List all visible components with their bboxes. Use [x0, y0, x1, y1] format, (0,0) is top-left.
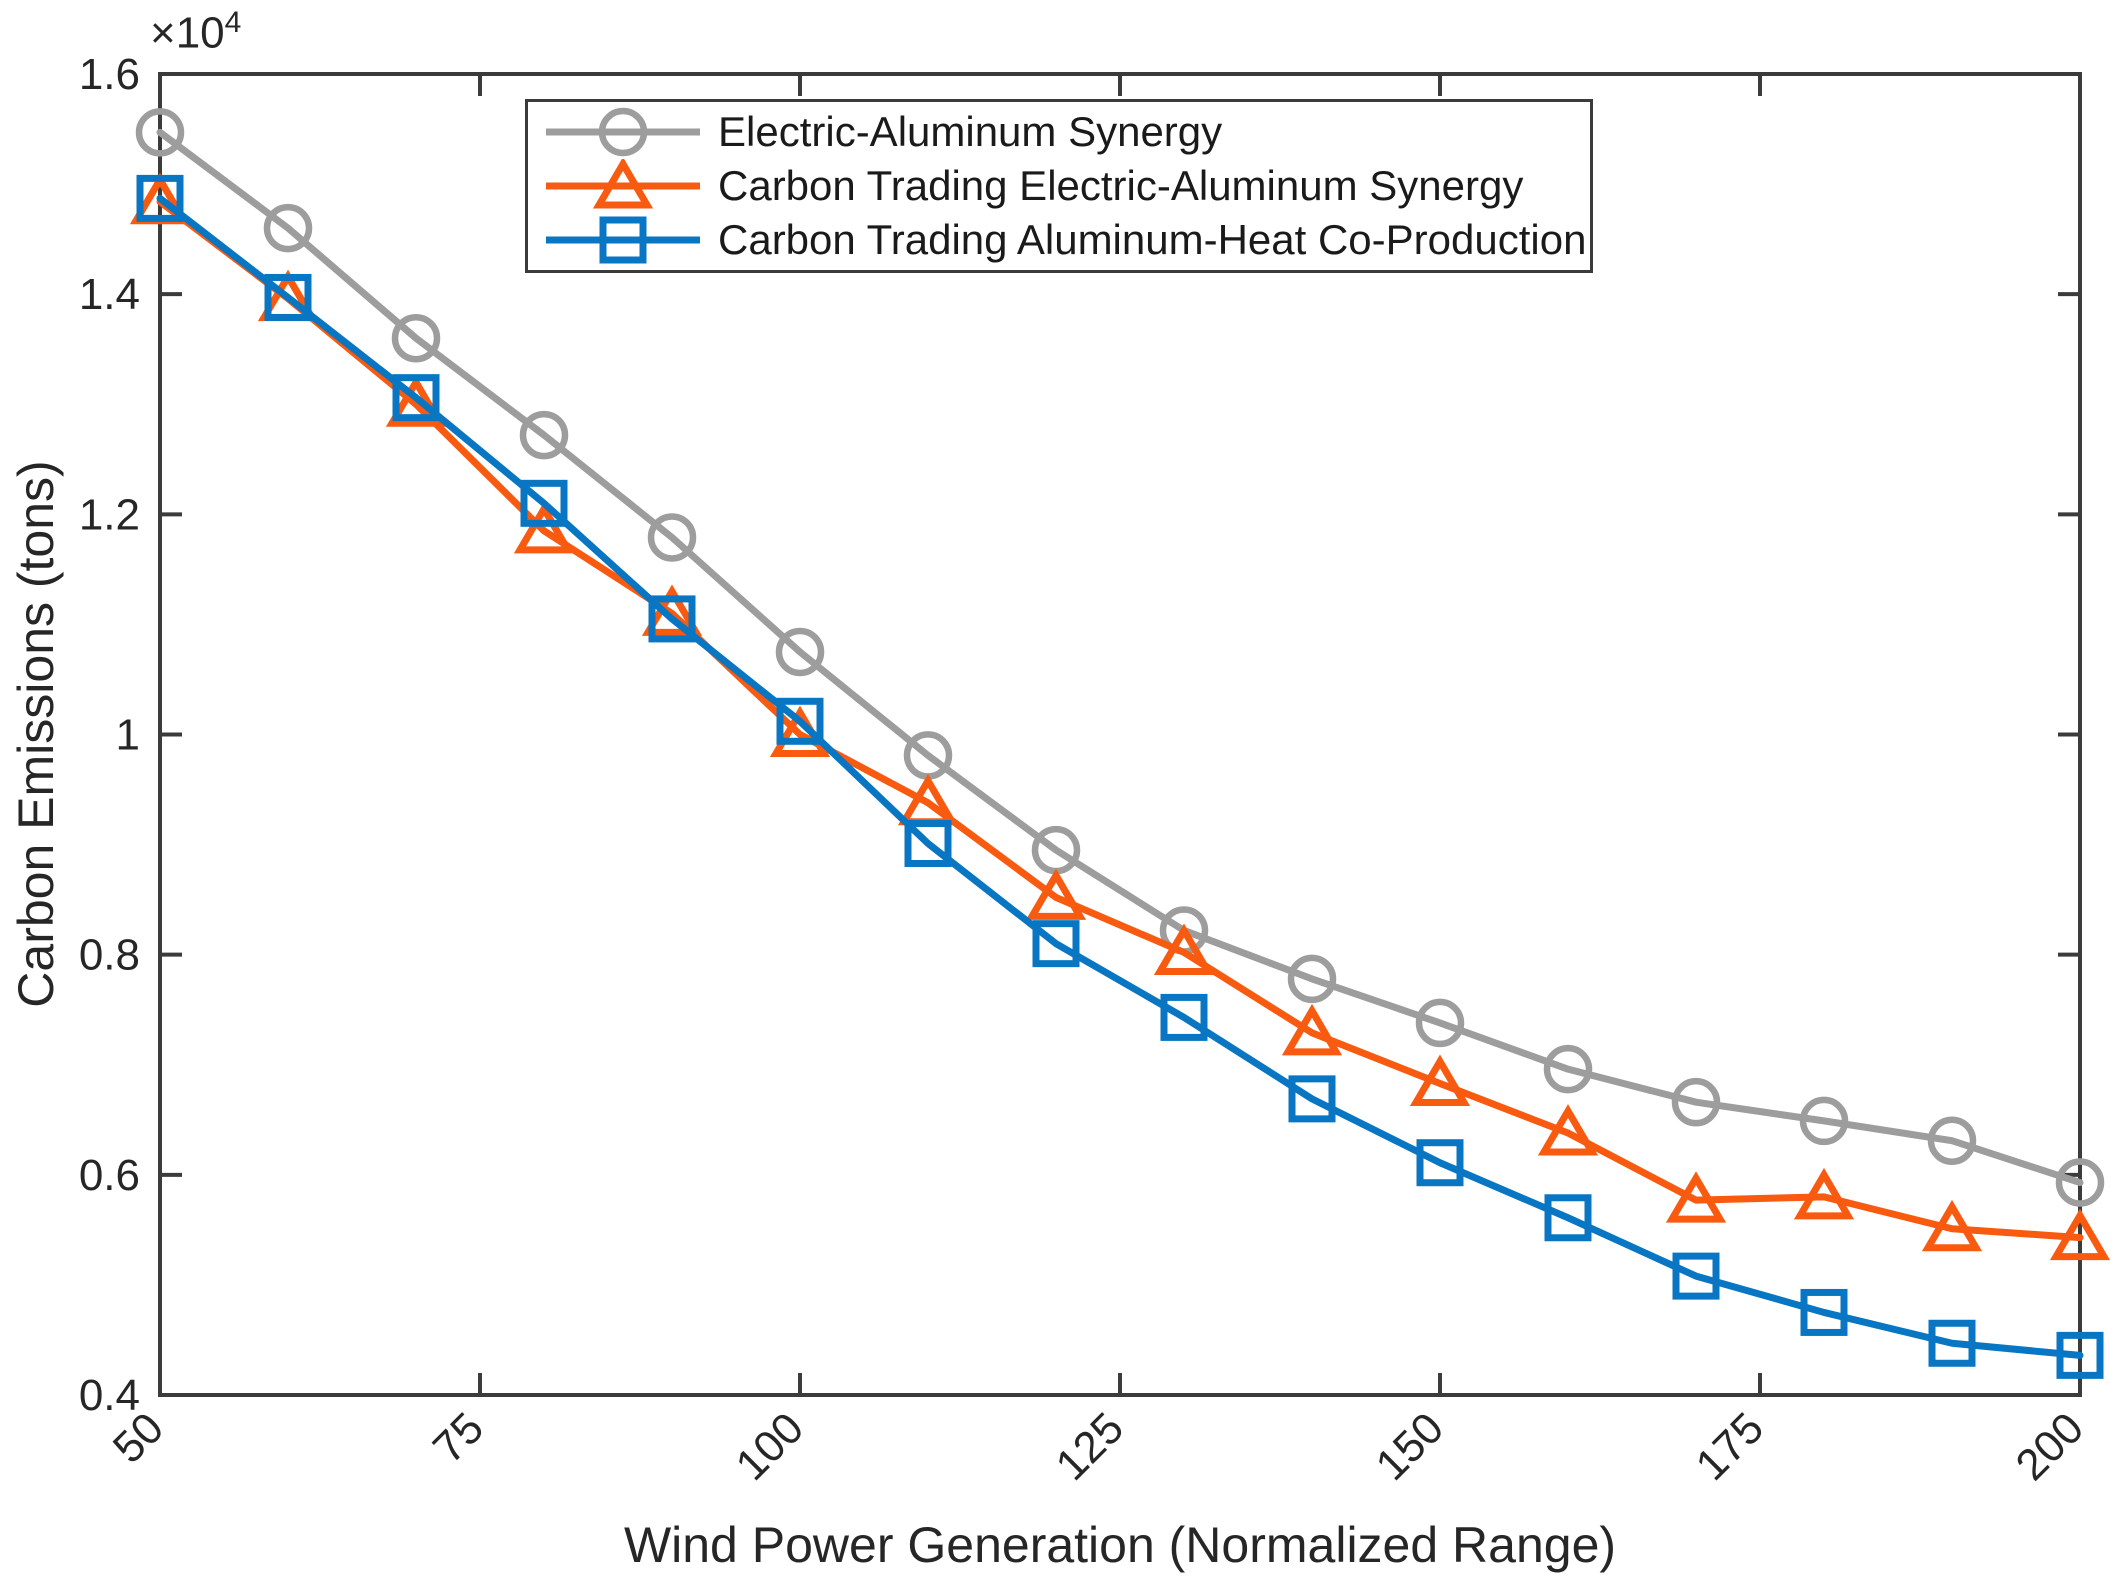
y-axis-exponent: ×104	[150, 6, 241, 59]
x-tick-label: 150	[1367, 1403, 1454, 1490]
series-line	[156, 194, 2084, 1359]
marker-circle	[647, 513, 697, 562]
y-tick-label: 1.4	[79, 270, 140, 319]
marker-triangle	[1409, 1054, 1471, 1106]
marker-square	[1160, 993, 1208, 1041]
marker-circle	[519, 410, 569, 460]
marker-triangle	[1665, 1171, 1727, 1223]
legend-label: Electric-Aluminum Synergy	[718, 108, 1223, 155]
series-circle	[135, 108, 2105, 1207]
marker-circle	[1415, 998, 1465, 1048]
series-line	[156, 128, 2084, 1187]
marker-square	[2056, 1331, 2104, 1379]
marker-circle	[263, 203, 313, 253]
marker-square	[392, 374, 440, 422]
marker-square	[776, 697, 824, 745]
marker-triangle	[1153, 923, 1215, 975]
x-axis-title: Wind Power Generation (Normalized Range)	[623, 1517, 1617, 1573]
marker-square	[1416, 1139, 1464, 1187]
legend: Electric-Aluminum Synergy Carbon Trading …	[525, 99, 1593, 273]
marker-square	[599, 216, 647, 264]
y-tick-label: 1.6	[79, 50, 140, 99]
legend-sample-circle	[546, 107, 700, 157]
marker-circle	[1927, 1116, 1977, 1165]
x-tick-label: 125	[1047, 1403, 1134, 1490]
legend-item: Carbon Trading Electric-Aluminum Synergy	[528, 159, 1590, 213]
marker-square	[648, 595, 696, 643]
x-tick-label: 100	[727, 1403, 814, 1490]
marker-triangle	[1921, 1199, 1983, 1252]
marker-square	[520, 479, 568, 527]
marker-circle	[1799, 1096, 1849, 1146]
y-tick-label: 0.8	[79, 931, 140, 980]
legend-label: Carbon Trading Electric-Aluminum Synergy	[718, 162, 1524, 209]
marker-circle	[1671, 1077, 1721, 1127]
legend-label: Carbon Trading Aluminum-Heat Co-Producti…	[718, 216, 1587, 263]
marker-triangle	[1537, 1104, 1599, 1156]
marker-square	[1032, 920, 1080, 968]
marker-triangle	[2049, 1208, 2111, 1261]
marker-square	[136, 174, 184, 222]
y-tick-label: 0.6	[79, 1151, 140, 1200]
series-square	[136, 174, 2104, 1379]
marker-triangle	[1025, 868, 1087, 920]
y-axis-title: Carbon Emissions (tons)	[8, 460, 64, 1008]
marker-circle	[1543, 1044, 1593, 1094]
y-tick-label: 1	[116, 711, 140, 760]
marker-circle	[1287, 954, 1337, 1004]
marker-circle	[775, 627, 825, 677]
marker-circle	[2055, 1158, 2105, 1207]
x-tick-label: 75	[424, 1403, 493, 1472]
marker-square	[1928, 1319, 1976, 1367]
y-tick-label: 0.4	[79, 1371, 140, 1420]
marker-square	[1672, 1252, 1720, 1300]
legend-item: Electric-Aluminum Synergy	[528, 105, 1590, 159]
y-axis-exponent-power: 4	[224, 6, 242, 39]
marker-triangle	[1793, 1167, 1855, 1220]
series-triangle	[129, 172, 2111, 1261]
x-tick-label: 200	[2007, 1403, 2094, 1490]
y-tick-label: 1.2	[79, 490, 140, 539]
marker-triangle	[1281, 1003, 1343, 1056]
marker-square	[1288, 1075, 1336, 1123]
marker-square	[904, 819, 952, 867]
marker-circle	[135, 108, 185, 157]
marker-triangle	[385, 375, 447, 427]
marker-triangle	[513, 501, 575, 554]
marker-square	[1800, 1288, 1848, 1336]
marker-circle	[598, 107, 648, 157]
marker-square	[264, 273, 312, 321]
y-axis-exponent-base: ×10	[150, 8, 225, 58]
x-tick-label: 175	[1687, 1403, 1774, 1490]
legend-sample-triangle	[546, 159, 700, 209]
marker-triangle	[592, 159, 654, 209]
marker-circle	[391, 313, 441, 363]
marker-square	[1544, 1194, 1592, 1242]
series-line	[156, 198, 2084, 1242]
legend-sample-square	[546, 216, 700, 264]
legend-item: Carbon Trading Aluminum-Heat Co-Producti…	[528, 213, 1590, 267]
